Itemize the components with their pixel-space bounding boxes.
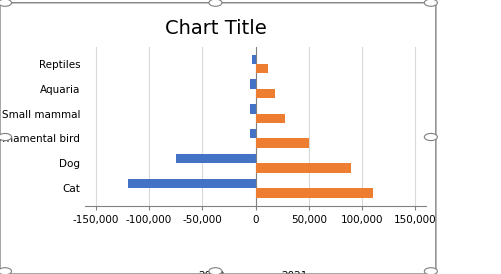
Bar [256,89,275,98]
Bar [176,154,256,163]
Bar [256,64,269,73]
Bar [256,163,351,173]
Bar [256,114,286,123]
Bar [250,79,256,89]
Legend: 2018
(in 1000s), 2021
(in 1000s): 2018 (in 1000s), 2021 (in 1000s) [177,271,334,274]
Bar [250,104,256,114]
Bar [250,129,256,138]
Text: Chart Title: Chart Title [164,19,267,38]
Bar [256,138,309,148]
Bar [128,179,256,188]
Bar [253,55,256,64]
Bar [256,188,373,198]
